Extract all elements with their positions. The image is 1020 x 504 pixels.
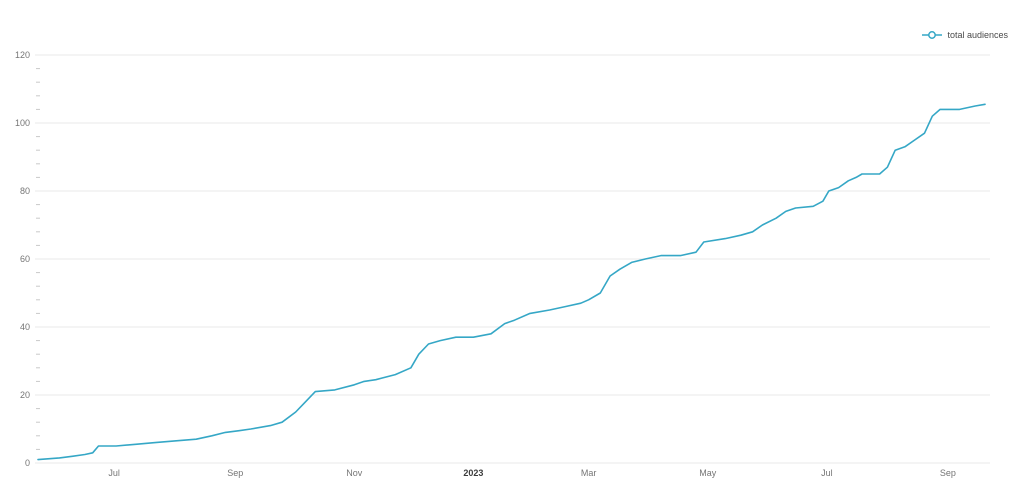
x-axis-label: Mar xyxy=(581,468,597,478)
y-axis-label: 100 xyxy=(15,118,30,128)
legend-label: total audiences xyxy=(947,29,1008,40)
y-axis-label: 20 xyxy=(20,390,30,400)
x-axis-label: May xyxy=(699,468,717,478)
y-axis-label: 40 xyxy=(20,322,30,332)
y-axis-label: 120 xyxy=(15,50,30,60)
x-axis-label: Sep xyxy=(940,468,956,478)
legend-item-total-audiences[interactable]: total audiences xyxy=(922,30,1008,40)
x-axis-label: Nov xyxy=(346,468,363,478)
x-axis-label: 2023 xyxy=(463,468,483,478)
x-axis-label: Sep xyxy=(227,468,243,478)
legend-line-marker-icon xyxy=(922,31,943,39)
x-axis-label: Jul xyxy=(108,468,120,478)
y-axis-label: 0 xyxy=(25,458,30,468)
y-axis-label: 80 xyxy=(20,186,30,196)
y-axis-label: 60 xyxy=(20,254,30,264)
x-axis-label: Jul xyxy=(821,468,833,478)
series-line[interactable] xyxy=(37,103,986,461)
